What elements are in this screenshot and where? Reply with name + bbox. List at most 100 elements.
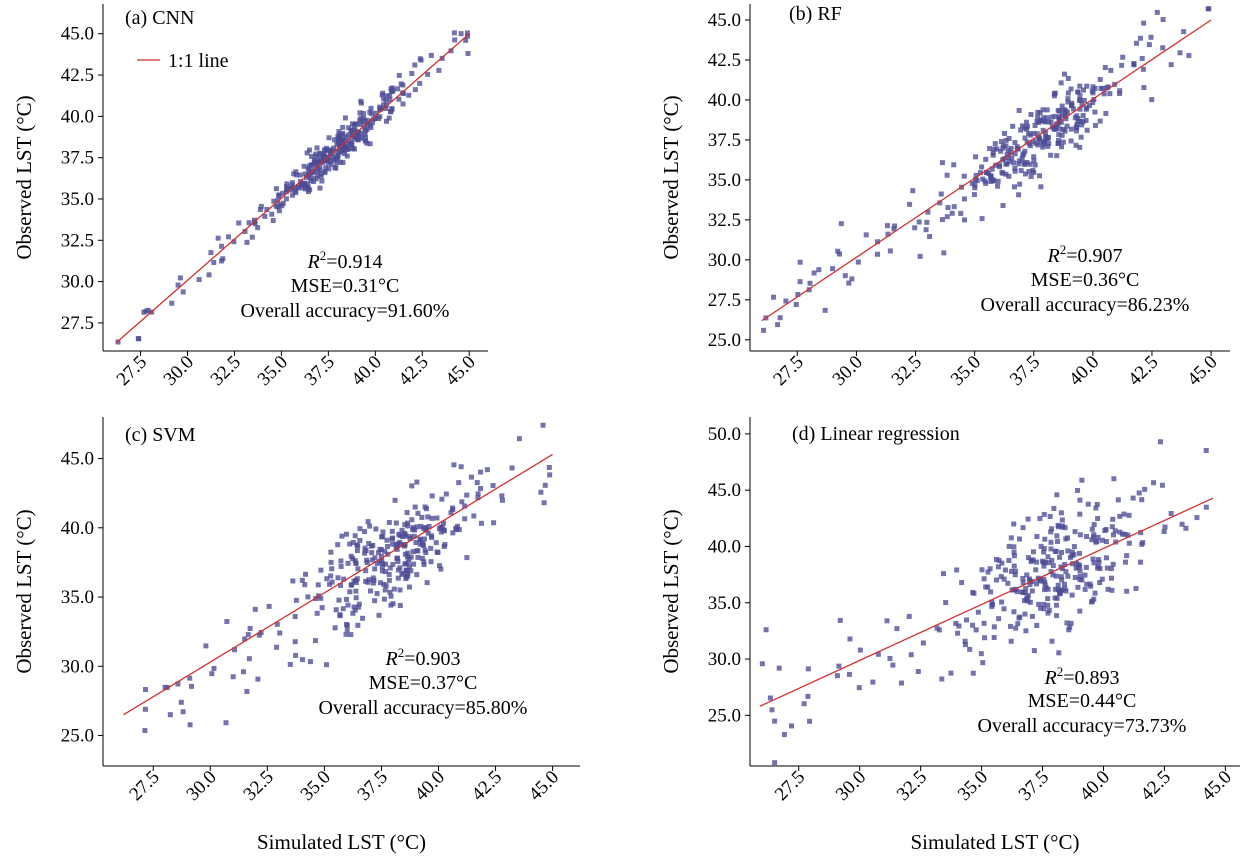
scatter-point (1079, 477, 1085, 483)
y-tick-label: 27.5 (708, 290, 741, 311)
y-tick-label: 30.0 (61, 272, 94, 293)
scatter-point (836, 663, 842, 669)
scatter-point (1117, 91, 1123, 97)
scatter-points (761, 6, 1212, 333)
scatter-point (1059, 577, 1065, 583)
x-tick-label: 45.0 (525, 767, 563, 805)
scatter-point (206, 272, 212, 278)
scatter-point (499, 497, 505, 503)
x-tick-label: 27.5 (125, 767, 163, 805)
fit-line (759, 497, 1214, 707)
scatter-point (353, 595, 359, 601)
scatter-point (1120, 54, 1126, 60)
scatter-point (342, 151, 348, 157)
scatter-point (366, 540, 372, 546)
scatter-point (368, 125, 374, 131)
scatter-point (347, 541, 353, 547)
scatter-point (979, 567, 985, 573)
scatter-point (271, 198, 277, 204)
scatter-point (1049, 638, 1055, 644)
panel-title: (a) CNN (125, 7, 194, 29)
scatter-point (509, 465, 515, 471)
scatter-point (471, 513, 477, 519)
scatter-point (1012, 168, 1018, 174)
scatter-point (1203, 448, 1209, 454)
scatter-point (404, 510, 410, 516)
scatter-point (1117, 529, 1123, 535)
scatter-point (1080, 87, 1086, 93)
scatter-point (421, 525, 427, 531)
scatter-point (381, 102, 387, 108)
scatter-point (252, 221, 258, 227)
scatter-point (1133, 585, 1139, 591)
y-tick-label: 30.0 (708, 250, 741, 271)
scatter-point (247, 625, 253, 631)
r2-value: =0.893 (1063, 667, 1119, 689)
scatter-point (1094, 501, 1100, 507)
scatter-point (274, 621, 280, 627)
scatter-point (256, 632, 262, 638)
scatter-point (1142, 486, 1148, 492)
x-tick-label: 37.5 (354, 767, 392, 805)
scatter-point (1109, 524, 1115, 530)
scatter-point (402, 522, 408, 528)
scatter-point (959, 580, 965, 586)
scatter-point (332, 164, 338, 170)
scatter-point (1011, 609, 1017, 615)
scatter-point (994, 556, 1000, 562)
scatter-point (299, 185, 305, 191)
scatter-point (1057, 126, 1063, 132)
scatter-point (1042, 130, 1048, 136)
scatter-point (405, 523, 411, 529)
scatter-point (366, 577, 372, 583)
scatter-point (326, 166, 332, 172)
scatter-point (1038, 543, 1044, 549)
scatter-point (1059, 103, 1065, 109)
scatter-point (319, 178, 325, 184)
scatter-point (428, 545, 434, 551)
scatter-point (949, 210, 955, 216)
scatter-point (465, 33, 471, 39)
scatter-point (1011, 544, 1017, 550)
scatter-point (334, 160, 340, 166)
scatter-point (1031, 170, 1037, 176)
scatter-point (934, 625, 940, 631)
scatter-point (1022, 611, 1028, 617)
scatter-point (344, 142, 350, 148)
scatter-point (459, 499, 465, 505)
scatter-point (1041, 563, 1047, 569)
scatter-point (1065, 573, 1071, 579)
scatter-point (395, 86, 401, 92)
scatter-point (1054, 595, 1060, 601)
scatter-point (353, 560, 359, 566)
scatter-point (1041, 606, 1047, 612)
scatter-point (379, 564, 385, 570)
scatter-point (363, 568, 369, 574)
scatter-point (1151, 480, 1157, 486)
scatter-point (369, 550, 375, 556)
scatter-point (920, 640, 926, 646)
scatter-point (1119, 62, 1125, 68)
x-tick-label: 35.0 (947, 352, 985, 390)
scatter-point (1067, 624, 1073, 630)
scatter-point (443, 491, 449, 497)
scatter-point (293, 597, 299, 603)
scatter-point (1011, 563, 1017, 569)
scatter-point (547, 472, 553, 478)
r2-value: =0.907 (1066, 245, 1122, 267)
scatter-point (384, 93, 390, 99)
scatter-point (1001, 606, 1007, 612)
scatter-point (989, 166, 995, 172)
y-tick-label: 32.5 (61, 230, 94, 251)
scatter-point (979, 164, 985, 170)
scatter-point (323, 165, 329, 171)
y-tick-label: 45.0 (61, 24, 94, 45)
scatter-point (1072, 575, 1078, 581)
scatter-point (1064, 620, 1070, 626)
x-tick-label: 42.5 (394, 352, 432, 390)
scatter-point (1001, 576, 1007, 582)
scatter-point (1055, 582, 1061, 588)
scatter-point (1017, 536, 1023, 542)
scatter-point (1091, 532, 1097, 538)
scatter-point (434, 515, 440, 521)
